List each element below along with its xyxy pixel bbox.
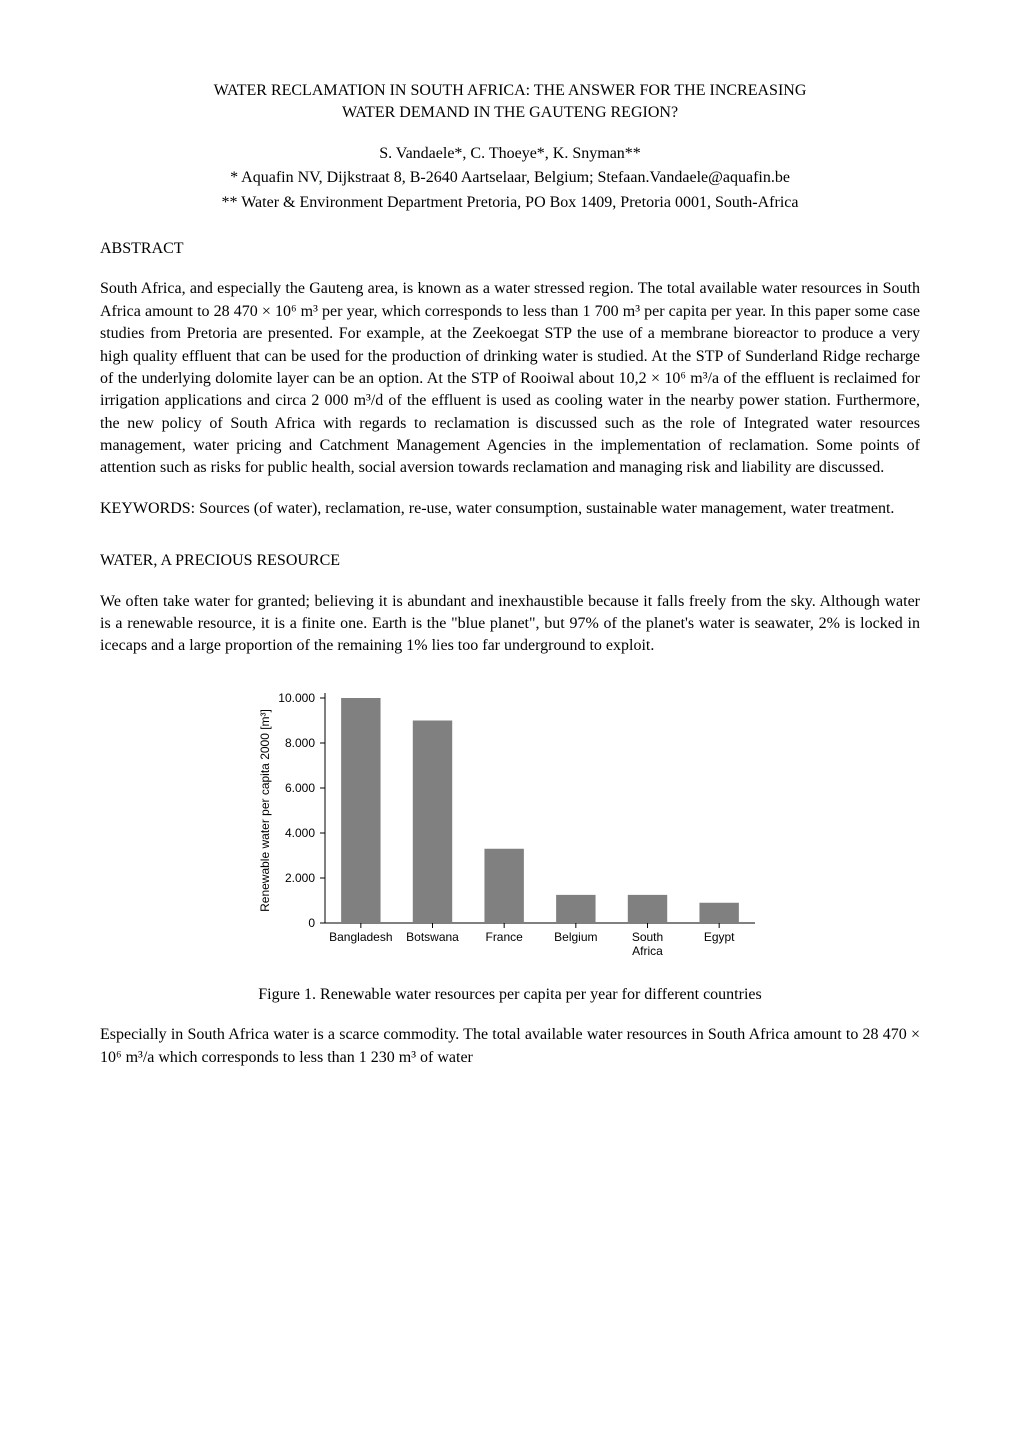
title-line2: WATER DEMAND IN THE GAUTENG REGION? xyxy=(342,104,678,121)
section1-para1: We often take water for granted; believi… xyxy=(100,591,920,658)
svg-text:10.000: 10.000 xyxy=(278,691,315,705)
svg-text:Renewable water per capita 200: Renewable water per capita 2000 [m³] xyxy=(258,709,272,912)
svg-text:France: France xyxy=(485,930,523,944)
title-line1: WATER RECLAMATION IN SOUTH AFRICA: THE A… xyxy=(214,82,807,99)
section1-heading: WATER, A PRECIOUS RESOURCE xyxy=(100,550,920,572)
svg-text:2.000: 2.000 xyxy=(285,871,315,885)
paper-title: WATER RECLAMATION IN SOUTH AFRICA: THE A… xyxy=(100,80,920,125)
svg-text:Botswana: Botswana xyxy=(406,930,459,944)
svg-text:0: 0 xyxy=(308,916,315,930)
svg-text:8.000: 8.000 xyxy=(285,736,315,750)
affiliation-2: ** Water & Environment Department Pretor… xyxy=(100,192,920,214)
svg-text:6.000: 6.000 xyxy=(285,781,315,795)
svg-text:Africa: Africa xyxy=(632,944,663,958)
svg-text:4.000: 4.000 xyxy=(285,826,315,840)
figure1-chart: 0 2.000 4.000 6.000 8.000 10.000 Bangladesh Bot… xyxy=(100,678,920,978)
abstract-text: South Africa, and especially the Gauteng… xyxy=(100,278,920,480)
figure1-caption: Figure 1. Renewable water resources per … xyxy=(100,984,920,1006)
svg-text:Belgium: Belgium xyxy=(554,930,597,944)
figure1-svg: 0 2.000 4.000 6.000 8.000 10.000 Bangladesh Bot… xyxy=(245,678,775,978)
svg-text:Bangladesh: Bangladesh xyxy=(329,930,392,944)
authors: S. Vandaele*, C. Thoeye*, K. Snyman** xyxy=(100,143,920,165)
affiliation-1: * Aquafin NV, Dijkstraat 8, B-2640 Aarts… xyxy=(100,167,920,189)
svg-text:Egypt: Egypt xyxy=(704,930,735,944)
section1-para2: Especially in South Africa water is a sc… xyxy=(100,1024,920,1069)
keywords-text: KEYWORDS: Sources (of water), reclamatio… xyxy=(100,498,920,520)
abstract-heading: ABSTRACT xyxy=(100,238,920,260)
svg-text:South: South xyxy=(632,930,663,944)
